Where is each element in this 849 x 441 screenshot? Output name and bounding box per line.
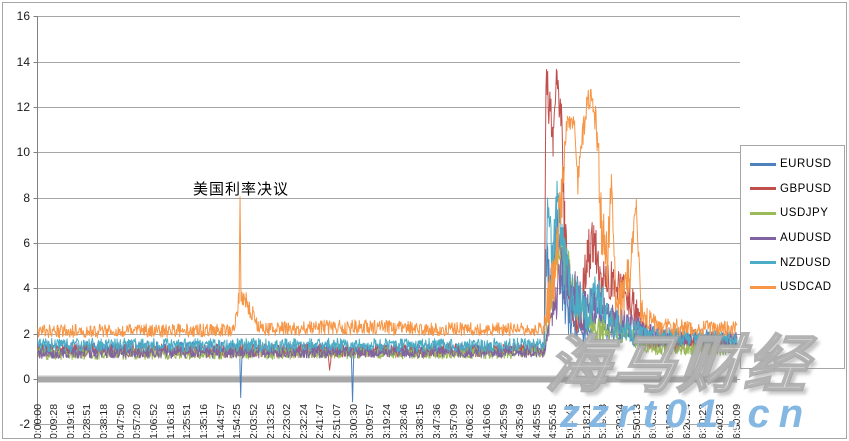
x-axis-tick-label: 0:00:00 [31, 403, 44, 439]
legend-swatch-audusd [750, 236, 776, 240]
x-axis-tick-label: 1:54:25 [231, 403, 244, 439]
x-axis-tick-label: 3:28:46 [397, 403, 410, 439]
x-axis-tick-label: 4:45:55 [530, 403, 543, 439]
x-axis-tick-label: 4:35:49 [514, 403, 527, 439]
x-axis-tick-label: 3:00:30 [347, 403, 360, 439]
x-axis-tick-label: 4:06:32 [464, 403, 477, 439]
x-axis-tick-label: 4:25:59 [497, 403, 510, 439]
legend-item-nzdusd: NZDUSD [741, 250, 844, 275]
x-axis-tick-label: 1:25:51 [181, 403, 194, 439]
x-axis-tick-label: 2:41:47 [314, 403, 327, 439]
x-axis-tick-label: 3:09:57 [364, 403, 377, 439]
annotation-event-label: 美国利率决议 [193, 181, 290, 198]
legend-item-eurusd: EURUSD [741, 152, 844, 177]
y-axis-tick-label: 12 [16, 99, 30, 114]
x-axis-tick-label: 0:47:50 [114, 403, 127, 439]
x-axis-tick-label: 3:38:15 [414, 403, 427, 439]
legend-item-usdcad: USDCAD [741, 275, 844, 300]
watermark-url: zzrt01.cn [560, 392, 813, 436]
legend-item-audusd: AUDUSD [741, 226, 844, 251]
x-axis-tick-label: 0:57:20 [131, 403, 144, 439]
y-axis-tick-label: 4 [23, 281, 30, 296]
x-axis-tick-label: 2:23:02 [281, 403, 294, 439]
y-axis-tick-label: 0 [23, 372, 30, 386]
x-axis-tick-label: 2:03:52 [247, 403, 260, 439]
legend-label: USDCAD [780, 281, 832, 294]
x-axis-tick-label: 0:09:28 [48, 403, 61, 439]
x-axis-tick-label: 4:16:06 [480, 403, 493, 439]
x-axis-tick-label: 1:44:57 [214, 403, 227, 439]
legend-label: EURUSD [780, 158, 832, 171]
x-axis-tick-label: 3:19:24 [381, 403, 393, 439]
y-axis-tick-label: 14 [16, 54, 30, 69]
y-axis-tick-label: 6 [23, 235, 30, 250]
legend-label: AUDUSD [780, 232, 832, 245]
x-axis-tick-label: 0:28:51 [81, 403, 94, 439]
x-axis-tick-label: 0:38:18 [98, 403, 111, 439]
x-axis-tick-label: 0:19:16 [64, 403, 77, 439]
y-axis-tick-label: 16 [16, 9, 30, 24]
x-axis-tick-label: 1:35:16 [197, 403, 210, 439]
legend-label: GBPUSD [780, 182, 832, 195]
legend-swatch-usdjpy [750, 211, 776, 215]
x-axis-tick-label: 3:57:09 [447, 403, 460, 439]
legend-swatch-eurusd [750, 162, 776, 166]
legend-label: USDJPY [780, 207, 829, 220]
legend: EURUSD GBPUSD USDJPY AUDUSD NZDUSD USDCAD [740, 145, 845, 369]
legend-label: NZDUSD [780, 256, 831, 269]
legend-swatch-usdcad [750, 285, 776, 289]
x-axis-tick-label: 2:13:25 [264, 403, 277, 439]
legend-item-gbpusd: GBPUSD [741, 177, 844, 202]
y-axis-tick-label: -2 [19, 417, 30, 432]
y-axis-tick-label: 10 [16, 145, 30, 160]
watermark-brand: 海马财经 [543, 330, 816, 401]
x-axis-tick-label: 2:32:24 [297, 403, 310, 439]
legend-swatch-nzdusd [750, 261, 776, 265]
y-axis-tick-label: 2 [23, 326, 30, 341]
x-axis-tick-label: 2:51:07 [331, 403, 344, 439]
y-axis-tick-label: 8 [23, 190, 30, 205]
x-axis-tick-label: 1:16:18 [164, 403, 177, 439]
legend-swatch-gbpusd [750, 187, 776, 191]
x-axis-tick-label: 1:06:52 [148, 403, 160, 439]
legend-item-usdjpy: USDJPY [741, 201, 844, 226]
x-axis-tick-label: 3:47:36 [430, 403, 443, 439]
